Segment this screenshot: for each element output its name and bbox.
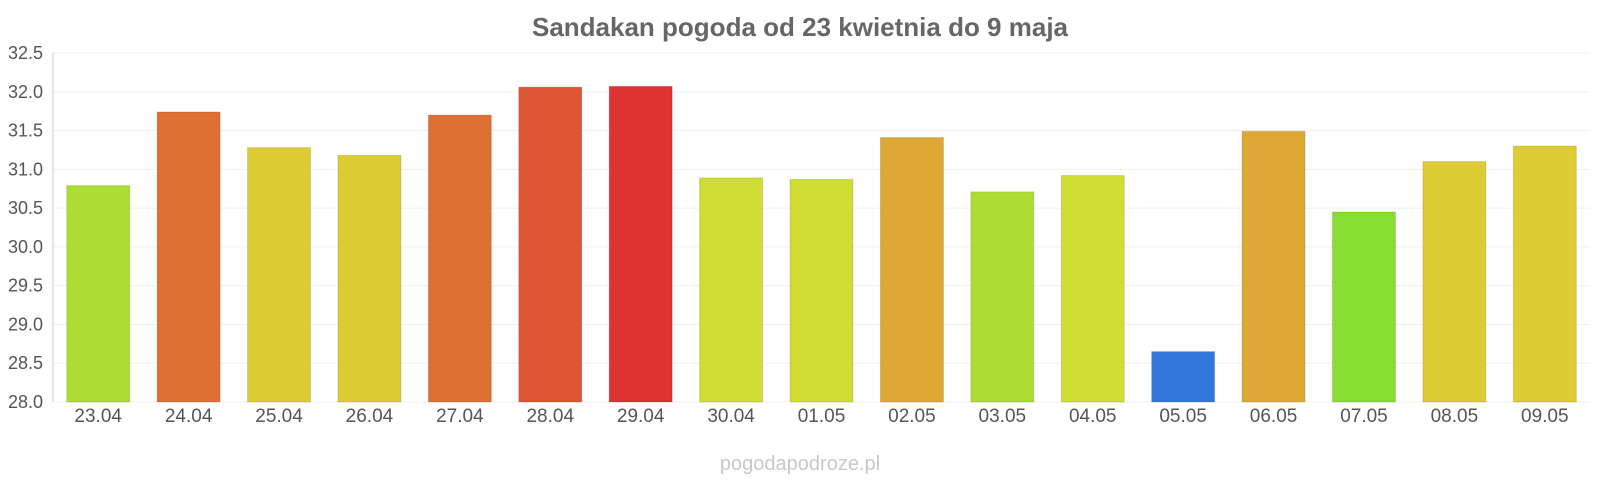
bars	[66, 85, 1577, 403]
x-tick-label: 06.05	[1250, 406, 1298, 427]
bar-06.05	[1241, 130, 1306, 403]
x-tick-label: 30.04	[707, 406, 755, 427]
bar-04.05	[1060, 175, 1125, 403]
y-tick-label: 29.0	[8, 314, 43, 334]
y-tick-label: 28.5	[8, 353, 43, 373]
bar-05.05	[1151, 351, 1216, 403]
y-tick-label: 29.5	[8, 276, 43, 296]
x-tick-label: 24.04	[165, 406, 213, 427]
watermark: pogodapodroze.pl	[720, 453, 880, 475]
bar-30.04	[699, 177, 764, 403]
y-tick-label: 30.0	[8, 237, 43, 257]
bar-24.04	[156, 111, 221, 403]
x-tick-label: 07.05	[1340, 406, 1388, 427]
x-tick-label: 08.05	[1431, 406, 1479, 427]
y-tick-label: 32.0	[8, 82, 43, 102]
x-tick-label: 23.04	[74, 406, 122, 427]
x-tick-label: 29.04	[617, 406, 665, 427]
y-tick-label: 28.0	[8, 392, 43, 412]
x-tick-label: 09.05	[1521, 406, 1569, 427]
x-tick-label: 03.05	[979, 406, 1027, 427]
bar-29.04	[608, 85, 673, 403]
bar-08.05	[1422, 161, 1487, 403]
x-tick-label: 02.05	[888, 406, 936, 427]
y-tick-label: 31.0	[8, 159, 43, 179]
x-tick-label: 01.05	[798, 406, 846, 427]
bar-27.04	[427, 114, 492, 403]
x-tick-label: 27.04	[436, 406, 484, 427]
bar-09.05	[1512, 145, 1577, 403]
y-tick-label: 30.5	[8, 198, 43, 218]
chart-title: Sandakan pogoda od 23 kwietnia do 9 maja	[532, 12, 1069, 42]
x-tick-label: 26.04	[346, 406, 394, 427]
y-tick-label: 32.5	[8, 43, 43, 63]
x-tick-label: 25.04	[255, 406, 303, 427]
y-axis-ticks: 28.0 28.5 29.0 29.5 30.0 30.5 31.0 31.5 32.0 32.5	[8, 43, 43, 412]
y-tick-label: 31.5	[8, 121, 43, 141]
x-tick-label: 28.04	[526, 406, 574, 427]
bar-25.04	[247, 147, 312, 403]
bar-26.04	[337, 154, 402, 403]
x-axis-ticks: 23.04 24.04 25.04 26.04 27.04 28.04 29.04 30.04…	[74, 406, 1568, 427]
bar-01.05	[789, 178, 854, 403]
bar-07.05	[1331, 211, 1396, 403]
bar-28.04	[518, 86, 583, 403]
bar-02.05	[879, 137, 944, 403]
bar-23.04	[66, 185, 131, 403]
bar-03.05	[970, 191, 1035, 403]
x-tick-label: 05.05	[1159, 406, 1207, 427]
x-tick-label: 04.05	[1069, 406, 1117, 427]
